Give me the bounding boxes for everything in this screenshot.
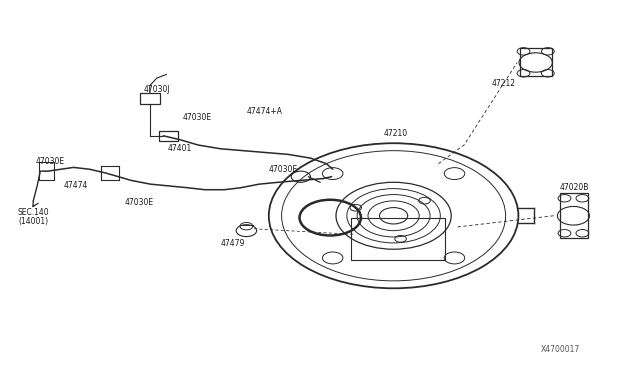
Bar — [520, 48, 552, 76]
Text: 47210: 47210 — [384, 129, 408, 138]
Bar — [159, 131, 178, 141]
Text: 47020B: 47020B — [560, 183, 589, 192]
Text: 47030E: 47030E — [269, 165, 298, 174]
Text: 47474: 47474 — [64, 182, 88, 190]
Text: 47479: 47479 — [221, 239, 245, 248]
Bar — [351, 218, 445, 260]
Text: 47030E: 47030E — [125, 198, 154, 207]
Text: 47030J: 47030J — [144, 85, 171, 94]
Text: 47030E: 47030E — [182, 113, 212, 122]
Bar — [140, 93, 160, 104]
Text: 47030E: 47030E — [35, 157, 65, 166]
Text: SEC.140: SEC.140 — [18, 208, 49, 217]
Text: X4700017: X4700017 — [541, 344, 580, 353]
Text: (14001): (14001) — [18, 217, 48, 226]
Text: 47474+A: 47474+A — [246, 107, 282, 116]
Text: 47401: 47401 — [168, 144, 192, 153]
Text: 47212: 47212 — [492, 79, 516, 88]
